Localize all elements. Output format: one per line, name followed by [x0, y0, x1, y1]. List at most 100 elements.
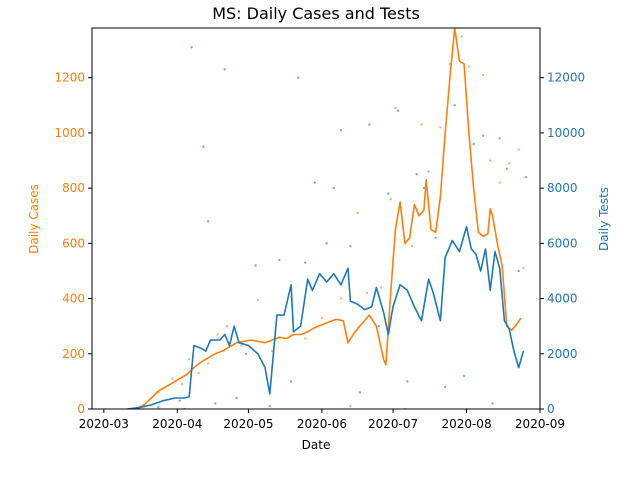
cases-dot-9	[256, 298, 260, 302]
y-right-tick-label-2: 4000	[547, 292, 578, 306]
tests-line	[127, 226, 525, 409]
cases-dot-29	[481, 73, 485, 77]
y-left-tick-label-4: 800	[62, 181, 85, 195]
y-axis-label-left: Daily Cases	[27, 184, 41, 254]
x-tick-label-1: 2020-04	[152, 417, 202, 431]
tests-dot-39	[517, 269, 520, 273]
tests-dot-15	[297, 76, 300, 79]
y-left-tick-label-0: 0	[77, 402, 85, 416]
tests-dot-14	[289, 380, 293, 383]
x-tick-label-4: 2020-07	[368, 417, 418, 431]
cases-dot-25	[439, 126, 442, 129]
tests-dot-16	[304, 261, 307, 264]
tests-dot-27	[406, 380, 409, 383]
cases-dot-31	[498, 181, 501, 184]
cases-dot-2	[180, 383, 184, 386]
tests-dot-33	[462, 374, 466, 378]
tests-dot-24	[377, 325, 380, 328]
cases-dot-20	[394, 106, 397, 110]
cases-dot-27	[460, 35, 463, 38]
cases-dot-16	[356, 211, 359, 215]
y-left-tick-label-6: 1200	[54, 71, 85, 85]
axis-layer: 2020-03 2020-04 2020-05 2020-06 2020-07 2020-…	[54, 71, 585, 431]
tests-dot-29	[422, 186, 426, 190]
tests-dot-35	[481, 134, 485, 137]
tests-dot-26	[396, 109, 399, 113]
chart-title: MS: Daily Cases and Tests	[212, 4, 420, 23]
cases-dot-19	[389, 198, 392, 201]
y-right-tick-label-4: 8000	[547, 181, 578, 195]
cases-dot-15	[349, 405, 352, 408]
cases-dot-3	[188, 358, 191, 361]
series-layer	[127, 28, 527, 409]
tests-dot-9	[235, 396, 238, 400]
tests-dot-6	[206, 220, 210, 223]
y-axis-label-right: Daily Tests	[597, 187, 611, 251]
tests-dot-31	[444, 385, 447, 389]
tests-dot-8	[223, 68, 226, 71]
y-right-tick-label-6: 12000	[547, 71, 585, 85]
tests-dot-36	[491, 402, 494, 405]
tests-dot-23	[368, 123, 371, 126]
cases-dot-6	[216, 333, 219, 336]
tests-dot-38	[505, 167, 508, 170]
tests-dot-19	[332, 186, 335, 190]
tests-dot-21	[349, 244, 352, 248]
tests-dot-30	[434, 236, 437, 239]
tests-dot-32	[453, 104, 456, 107]
tests-dot-13	[278, 258, 281, 262]
cases-dot-32	[508, 162, 511, 165]
tests-dot-10	[244, 352, 248, 355]
cases-dot-10	[270, 349, 274, 353]
cases-dot-23	[420, 123, 423, 126]
tests-dot-12	[268, 405, 271, 408]
tests-dot-28	[415, 173, 418, 176]
tests-dot-18	[325, 242, 328, 245]
tests-dot-5	[202, 145, 205, 148]
cases-dot-24	[427, 170, 430, 173]
cases-dot-14	[339, 297, 343, 300]
tests-dot-22	[358, 391, 362, 394]
tests-dot-1	[157, 406, 160, 409]
cases-dot-18	[380, 286, 383, 289]
tests-dot-17	[313, 181, 316, 184]
cases-line	[127, 28, 522, 409]
cases-dot-13	[320, 316, 324, 320]
y-left-tick-label-2: 400	[62, 292, 85, 306]
tests-dot-40	[524, 175, 527, 179]
tests-dot-7	[214, 402, 217, 405]
cases-dot-7	[225, 325, 229, 328]
cases-dot-33	[517, 148, 520, 151]
x-axis-label: Date	[302, 438, 331, 452]
cases-dot-28	[467, 65, 471, 68]
cases-dot-30	[489, 159, 492, 162]
tests-dot-11	[254, 264, 257, 267]
cases-dot-12	[304, 337, 307, 340]
x-tick-label-5: 2020-08	[441, 417, 491, 431]
tests-dot-34	[472, 142, 475, 146]
cases-dot-4	[197, 371, 200, 375]
x-tick-label-0: 2020-03	[79, 417, 129, 431]
tests-dot-37	[498, 137, 501, 140]
cases-dot-1	[171, 377, 174, 380]
y-left-tick-label-5: 1000	[54, 126, 85, 140]
y-left-tick-label-3: 600	[62, 236, 85, 250]
cases-dot-22	[410, 244, 414, 248]
y-right-tick-label-5: 10000	[547, 126, 585, 140]
tests-dot-2	[178, 399, 181, 402]
plot-area	[91, 27, 541, 410]
x-tick-label-3: 2020-06	[297, 417, 347, 431]
x-tick-label-6: 2020-09	[515, 417, 565, 431]
cases-dot-8	[240, 344, 243, 347]
tests-dot-25	[387, 192, 390, 195]
y-right-tick-label-1: 2000	[547, 347, 578, 361]
x-tick-label-2: 2020-05	[223, 417, 273, 431]
cases-dot-34	[522, 267, 525, 270]
y-right-tick-label-0: 0	[547, 402, 555, 416]
cases-dot-17	[365, 291, 369, 295]
y-left-tick-label-1: 200	[62, 347, 85, 361]
y-right-tick-label-3: 6000	[547, 236, 578, 250]
cases-dot-5	[206, 362, 210, 365]
tests-dot-20	[339, 129, 343, 132]
